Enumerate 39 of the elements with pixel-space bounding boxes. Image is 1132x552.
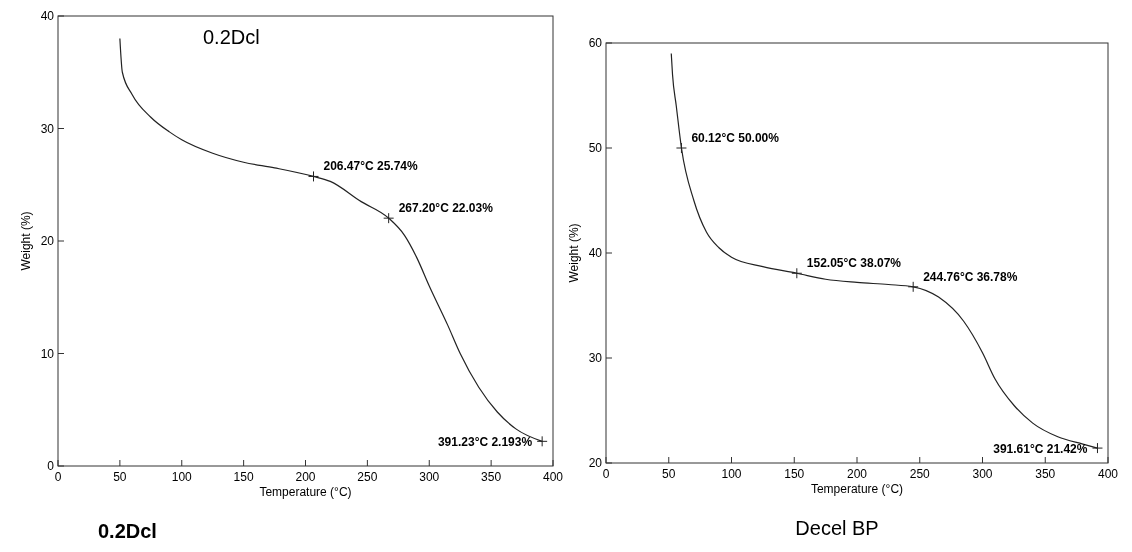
- y-tick-label: 20: [588, 456, 603, 470]
- annotation: 206.47°C 25.74%: [323, 159, 419, 174]
- text: 0.2Dcl: [203, 26, 260, 48]
- annotation: 267.20°C 22.03%: [398, 201, 494, 216]
- x-tick-label: 150: [784, 467, 805, 481]
- text: 0.2Dcl: [98, 520, 157, 542]
- x-tick-label: 50: [662, 467, 676, 481]
- annotation: 60.12°C 50.00%: [691, 131, 780, 145]
- x-tick-label: 400: [542, 470, 564, 484]
- y-tick-label: 10: [40, 346, 55, 361]
- x-tick-label: 100: [721, 467, 742, 481]
- x-tick-label: 300: [419, 470, 440, 484]
- x-tick-label: 350: [481, 470, 502, 484]
- text: Decel BP: [795, 517, 879, 539]
- x-tick-label: 300: [972, 467, 993, 481]
- y-tick-label: 60: [588, 36, 603, 50]
- x-tick-label: 200: [846, 467, 868, 481]
- y-tick-label: 50: [588, 141, 603, 155]
- y-tick-label: 30: [40, 121, 55, 136]
- x-axis-title: Temperature (°C): [259, 485, 352, 499]
- x-tick-label: 200: [295, 470, 316, 484]
- x-tick-label: 50: [113, 470, 127, 484]
- y-tick-label: 40: [40, 9, 55, 23]
- x-tick-label: 250: [357, 470, 378, 484]
- x-tick-label: 250: [909, 467, 931, 481]
- annotation: 391.23°C 2.193%: [437, 435, 533, 450]
- x-tick-label: 100: [171, 470, 193, 484]
- annotation: 244.76°C 36.78%: [923, 269, 1018, 284]
- x-tick-label: 400: [1097, 467, 1119, 481]
- x-axis-title: Temperature (°C): [810, 482, 904, 496]
- y-axis-title: Weight (%): [567, 223, 581, 283]
- y-tick-label: 30: [588, 351, 603, 365]
- annotation: 152.05°C 38.07%: [806, 256, 902, 271]
- annotation: 391.61°C 21.42%: [993, 442, 1088, 457]
- x-tick-label: 150: [233, 470, 254, 484]
- y-tick-label: 40: [588, 246, 603, 260]
- y-tick-label: 20: [40, 234, 55, 248]
- x-tick-label: 350: [1035, 467, 1056, 481]
- y-axis-title: Weight (%): [19, 211, 33, 271]
